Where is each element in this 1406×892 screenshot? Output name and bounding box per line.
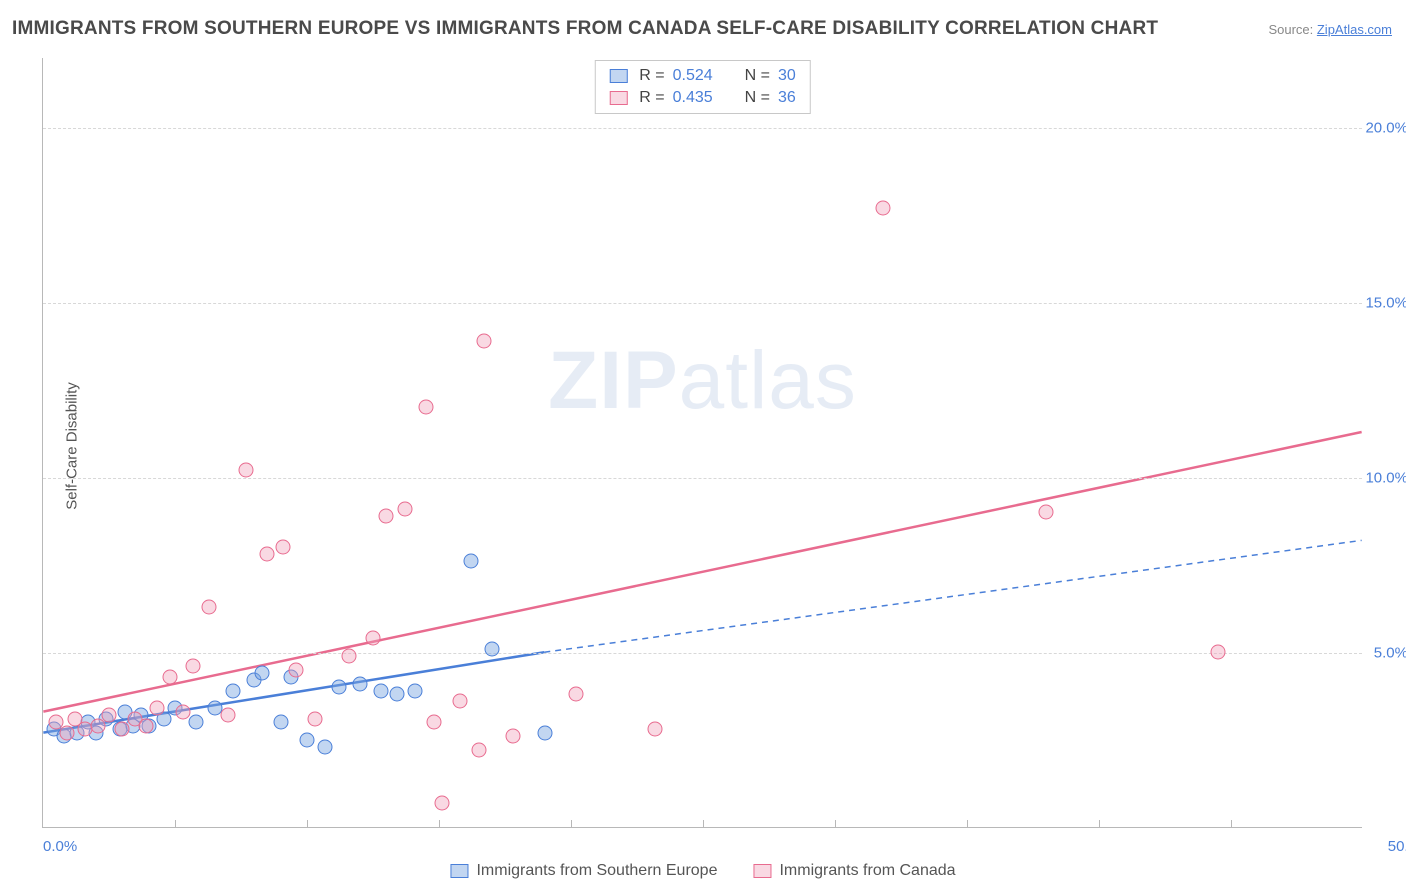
scatter-point bbox=[1210, 645, 1225, 660]
source-attribution: Source: ZipAtlas.com bbox=[1268, 22, 1392, 37]
n-value: 36 bbox=[778, 89, 796, 107]
correlation-stats-box: R = 0.524 N = 30 R = 0.435 N = 36 bbox=[594, 60, 810, 114]
scatter-point bbox=[389, 687, 404, 702]
y-tick-label: 5.0% bbox=[1374, 645, 1406, 662]
scatter-point bbox=[115, 722, 130, 737]
scatter-point bbox=[273, 715, 288, 730]
scatter-point bbox=[569, 687, 584, 702]
x-tick bbox=[1099, 820, 1100, 828]
trend-lines-layer bbox=[43, 58, 1362, 827]
scatter-point bbox=[260, 547, 275, 562]
scatter-point bbox=[648, 722, 663, 737]
scatter-point bbox=[300, 732, 315, 747]
n-value: 30 bbox=[778, 67, 796, 85]
watermark: ZIPatlas bbox=[548, 334, 857, 428]
x-tick bbox=[175, 820, 176, 828]
scatter-point bbox=[102, 708, 117, 723]
legend-item-series-0: Immigrants from Southern Europe bbox=[450, 862, 717, 880]
scatter-point bbox=[318, 739, 333, 754]
scatter-point bbox=[175, 704, 190, 719]
x-tick bbox=[439, 820, 440, 828]
scatter-point bbox=[59, 725, 74, 740]
scatter-point bbox=[453, 694, 468, 709]
bottom-legend: Immigrants from Southern Europe Immigran… bbox=[450, 862, 955, 880]
scatter-point bbox=[162, 669, 177, 684]
n-label: N = bbox=[745, 89, 770, 107]
legend-item-series-1: Immigrants from Canada bbox=[753, 862, 955, 880]
scatter-point bbox=[505, 729, 520, 744]
scatter-point bbox=[434, 795, 449, 810]
y-tick-label: 10.0% bbox=[1365, 470, 1406, 487]
scatter-point bbox=[418, 400, 433, 415]
scatter-point bbox=[276, 540, 291, 555]
scatter-point bbox=[408, 683, 423, 698]
source-label: Source: bbox=[1268, 22, 1316, 37]
n-label: N = bbox=[745, 67, 770, 85]
chart-title: IMMIGRANTS FROM SOUTHERN EUROPE VS IMMIG… bbox=[12, 18, 1158, 40]
x-tick bbox=[967, 820, 968, 828]
source-link[interactable]: ZipAtlas.com bbox=[1317, 22, 1392, 37]
grid-line bbox=[43, 653, 1362, 654]
scatter-point bbox=[366, 631, 381, 646]
x-tick-label: 0.0% bbox=[43, 838, 77, 855]
scatter-point bbox=[426, 715, 441, 730]
scatter-point bbox=[220, 708, 235, 723]
grid-line bbox=[43, 128, 1362, 129]
scatter-plot-area: ZIPatlas R = 0.524 N = 30 R = 0.435 N = … bbox=[42, 58, 1362, 828]
scatter-point bbox=[373, 683, 388, 698]
r-label: R = bbox=[639, 89, 664, 107]
scatter-point bbox=[239, 463, 254, 478]
x-tick bbox=[571, 820, 572, 828]
swatch-icon bbox=[753, 864, 771, 878]
scatter-point bbox=[476, 333, 491, 348]
scatter-point bbox=[149, 701, 164, 716]
x-tick-label: 50.0% bbox=[1388, 838, 1406, 855]
scatter-point bbox=[1039, 505, 1054, 520]
scatter-point bbox=[138, 718, 153, 733]
scatter-point bbox=[189, 715, 204, 730]
swatch-icon bbox=[450, 864, 468, 878]
x-tick bbox=[1231, 820, 1232, 828]
stats-row-series-1: R = 0.435 N = 36 bbox=[609, 87, 795, 109]
scatter-point bbox=[226, 683, 241, 698]
x-tick bbox=[703, 820, 704, 828]
scatter-point bbox=[255, 666, 270, 681]
scatter-point bbox=[307, 711, 322, 726]
legend-label: Immigrants from Southern Europe bbox=[476, 862, 717, 880]
scatter-point bbox=[537, 725, 552, 740]
scatter-point bbox=[471, 743, 486, 758]
grid-line bbox=[43, 478, 1362, 479]
r-value: 0.524 bbox=[673, 67, 729, 85]
r-value: 0.435 bbox=[673, 89, 729, 107]
scatter-point bbox=[202, 599, 217, 614]
stats-row-series-0: R = 0.524 N = 30 bbox=[609, 65, 795, 87]
x-tick bbox=[835, 820, 836, 828]
scatter-point bbox=[186, 659, 201, 674]
scatter-point bbox=[484, 641, 499, 656]
scatter-point bbox=[342, 648, 357, 663]
scatter-point bbox=[331, 680, 346, 695]
scatter-point bbox=[397, 501, 412, 516]
scatter-point bbox=[875, 200, 890, 215]
swatch-icon bbox=[609, 69, 627, 83]
grid-line bbox=[43, 303, 1362, 304]
scatter-point bbox=[379, 508, 394, 523]
r-label: R = bbox=[639, 67, 664, 85]
y-tick-label: 20.0% bbox=[1365, 120, 1406, 137]
scatter-point bbox=[463, 554, 478, 569]
x-tick bbox=[307, 820, 308, 828]
y-tick-label: 15.0% bbox=[1365, 295, 1406, 312]
scatter-point bbox=[289, 662, 304, 677]
legend-label: Immigrants from Canada bbox=[779, 862, 955, 880]
swatch-icon bbox=[609, 91, 627, 105]
scatter-point bbox=[352, 676, 367, 691]
